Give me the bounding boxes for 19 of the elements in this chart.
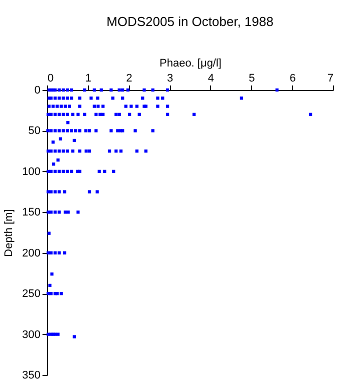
chart-title: MODS2005 in October, 1988	[106, 14, 274, 29]
x-tick-label: 4	[208, 72, 214, 84]
x-axis-title: Phaeo. [μg/l]	[160, 58, 222, 70]
y-tick-label: 100	[22, 166, 40, 178]
y-tick-label: 300	[22, 328, 40, 341]
y-tick-label: 50	[28, 125, 40, 138]
y-tick-label: 350	[22, 370, 40, 382]
y-tick-label: 150	[22, 206, 40, 219]
x-tick-label: 7	[327, 72, 334, 84]
x-tick-label: 2	[126, 72, 132, 84]
y-tick-label: 200	[22, 247, 40, 260]
x-tick-label: 0	[48, 72, 54, 84]
y-tick-label: 0	[34, 84, 40, 96]
y-axis-title: Depth [m]	[3, 209, 16, 257]
y-tick-label: 250	[22, 288, 40, 300]
x-tick-label: 5	[248, 72, 255, 84]
x-tick-label: 6	[290, 72, 296, 84]
x-tick-label: 3	[167, 72, 174, 84]
x-tick-label: 1	[85, 72, 92, 84]
